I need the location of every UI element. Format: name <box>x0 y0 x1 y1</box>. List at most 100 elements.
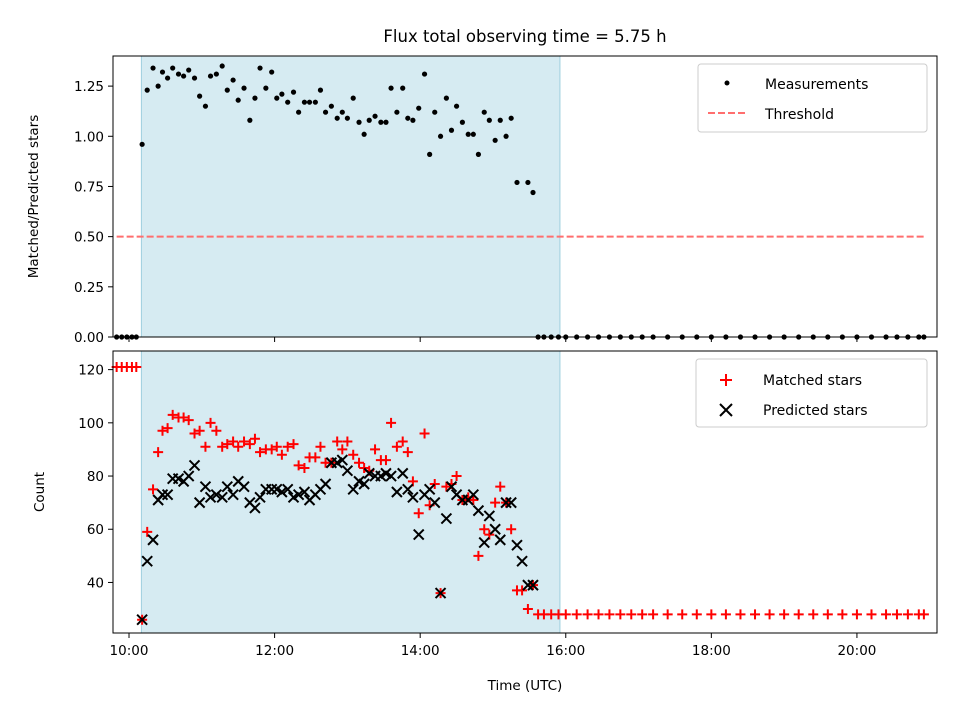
predicted-star-point <box>254 491 266 504</box>
predicted-star-point <box>238 480 250 493</box>
matched-star-point <box>288 439 299 450</box>
top-panel-ticks: 0.00 0.25 0.50 0.75 1.00 1.25 <box>74 79 858 346</box>
measurement-point <box>247 117 253 123</box>
matched-star-point <box>593 609 604 620</box>
matched-star-point <box>517 585 528 596</box>
measurement-point <box>497 117 503 123</box>
matched-star-point <box>419 428 430 439</box>
matched-star-point <box>310 452 321 463</box>
predicted-star-point <box>363 467 375 480</box>
measurement-point <box>508 115 514 121</box>
matched-star-point <box>822 609 833 620</box>
legend-measurements-marker <box>724 80 730 86</box>
predicted-star-point <box>182 470 195 482</box>
legend-threshold-label: Threshold <box>764 107 834 123</box>
matched-star-point <box>662 609 673 620</box>
matched-star-point <box>293 460 304 471</box>
predicted-star-point <box>281 483 294 496</box>
measurement-point <box>410 117 416 123</box>
bottom-legend-box <box>695 358 928 428</box>
measurement-point <box>263 85 269 91</box>
matched-star-point <box>359 463 370 474</box>
x-tick-label: 10:00 <box>110 643 149 659</box>
x-axis-label: Time (UTC) <box>487 678 563 694</box>
measurement-point <box>350 95 356 101</box>
matched-star-point <box>490 497 501 508</box>
measurement-point <box>144 87 150 93</box>
predicted-star-point <box>216 491 228 504</box>
legend-matched-marker <box>720 374 732 386</box>
measurement-point <box>164 75 171 81</box>
predicted-star-point <box>440 512 453 525</box>
matched-star-point <box>506 524 517 535</box>
measurement-point <box>197 93 203 99</box>
matched-star-point <box>468 494 479 505</box>
measurement-point <box>514 179 520 186</box>
matched-star-point <box>255 447 266 458</box>
predicted-star-point <box>347 483 359 496</box>
matched-star-point <box>233 441 244 452</box>
predicted-star-point <box>500 496 512 509</box>
matched-star-point <box>148 484 159 495</box>
measurement-point <box>400 85 406 91</box>
measurement-point <box>372 113 378 119</box>
measurement-point <box>322 109 329 115</box>
matched-star-point <box>677 609 688 620</box>
measurement-point <box>290 89 297 95</box>
predicted-star-point <box>298 486 311 498</box>
predicted-star-point <box>489 523 501 535</box>
legend-predicted-marker <box>719 403 733 417</box>
x-tick-label: 18:00 <box>692 643 731 659</box>
measurement-point <box>361 131 367 137</box>
measurement-point <box>421 71 428 77</box>
matched-star-point <box>282 441 293 452</box>
matched-star-point <box>808 609 819 620</box>
measurement-point <box>443 95 449 101</box>
measurement-point <box>334 115 340 121</box>
matched-star-point <box>706 609 717 620</box>
measurement-point <box>213 71 219 77</box>
measurement-point <box>207 73 214 79</box>
matched-star-point <box>239 436 250 447</box>
measurement-point <box>139 141 145 147</box>
matched-star-point <box>750 609 761 620</box>
predicted-star-point <box>407 491 419 504</box>
y-tick-label: 0.50 <box>74 230 104 246</box>
measurement-point <box>279 91 285 97</box>
matched-star-point <box>902 609 913 620</box>
predicted-star-point <box>397 467 409 480</box>
matched-star-point <box>391 441 402 452</box>
measurement-point <box>470 131 476 137</box>
matched-star-point <box>851 609 862 620</box>
measurement-point <box>339 109 345 115</box>
predicted-star-point <box>156 488 169 501</box>
measurement-point <box>530 189 536 196</box>
measurement-point <box>356 119 362 125</box>
measurement-point <box>453 103 460 109</box>
top-y-axis-label: Matched/Predicted stars <box>26 115 42 278</box>
y-tick-label: 120 <box>78 363 104 379</box>
predicted-star-point <box>336 454 349 466</box>
matched-star-point <box>429 479 440 490</box>
predicted-star-point <box>188 459 201 472</box>
matched-star-point <box>413 508 424 519</box>
legend-predicted-label: Predicted stars <box>763 403 868 419</box>
y-tick-label: 80 <box>87 469 104 485</box>
measurement-point <box>486 117 492 123</box>
predicted-star-point <box>210 488 223 501</box>
measurement-point <box>202 103 209 109</box>
measurement-point <box>159 69 166 75</box>
matched-star-point <box>626 609 637 620</box>
matched-star-point <box>183 415 194 426</box>
legend-matched-label: Matched stars <box>763 373 862 389</box>
matched-star-point <box>522 604 533 615</box>
matched-star-point <box>866 609 877 620</box>
predicted-star-point <box>413 528 425 541</box>
predicted-star-point <box>445 480 458 493</box>
measurement-point <box>230 77 236 83</box>
matched-star-point <box>249 433 260 444</box>
measurement-point <box>274 95 280 101</box>
matched-star-point <box>271 441 282 452</box>
measurement-point <box>525 179 531 186</box>
y-tick-label: 0.75 <box>74 179 104 195</box>
